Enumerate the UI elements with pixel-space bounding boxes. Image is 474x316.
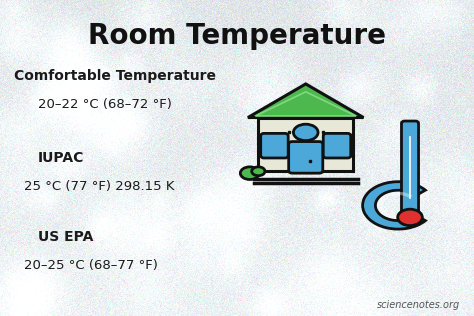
FancyBboxPatch shape: [261, 133, 288, 158]
Text: 25 °C (77 °F) 298.15 K: 25 °C (77 °F) 298.15 K: [24, 180, 174, 193]
FancyBboxPatch shape: [258, 118, 353, 171]
Circle shape: [398, 209, 422, 226]
Circle shape: [240, 167, 259, 179]
Text: sciencenotes.org: sciencenotes.org: [376, 300, 460, 310]
Wedge shape: [363, 182, 425, 229]
Text: IUPAC: IUPAC: [38, 151, 84, 165]
Wedge shape: [378, 192, 412, 219]
Text: 20–25 °C (68–77 °F): 20–25 °C (68–77 °F): [24, 259, 157, 272]
Polygon shape: [248, 84, 364, 118]
Text: 20–22 °C (68–72 °F): 20–22 °C (68–72 °F): [38, 98, 172, 111]
FancyBboxPatch shape: [401, 121, 419, 214]
Circle shape: [293, 124, 318, 141]
FancyBboxPatch shape: [323, 133, 351, 158]
Text: Comfortable Temperature: Comfortable Temperature: [14, 69, 216, 83]
Text: Room Temperature: Room Temperature: [88, 22, 386, 50]
Text: US EPA: US EPA: [38, 230, 93, 244]
FancyBboxPatch shape: [289, 142, 323, 173]
Circle shape: [252, 167, 265, 176]
